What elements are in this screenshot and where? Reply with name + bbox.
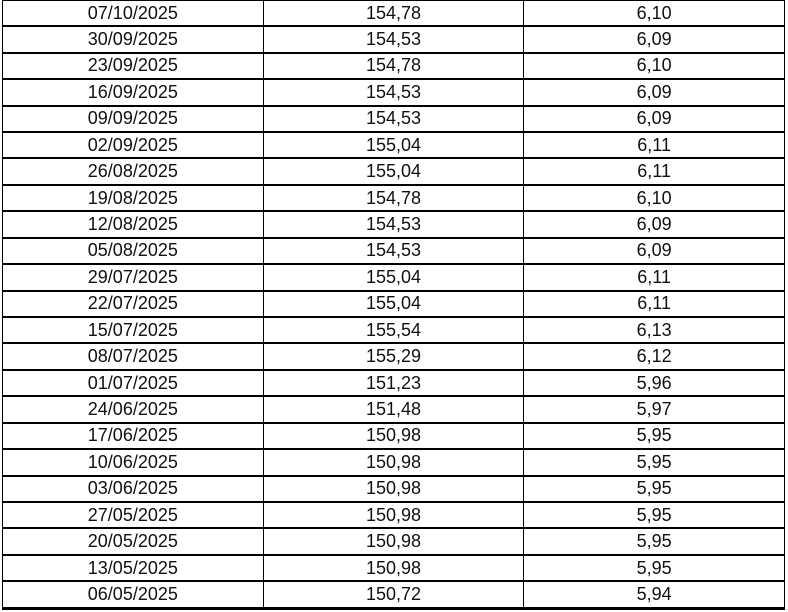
date-cell: 03/06/2025	[2, 474, 264, 503]
rate-cell: 6,11	[523, 263, 785, 292]
value-cell: 155,04	[262, 157, 525, 186]
value-cell: 151,23	[262, 368, 525, 398]
value-cell: 155,29	[262, 342, 525, 371]
rate-cell: 5,95	[523, 421, 785, 451]
value-cell: 154,53	[262, 236, 525, 266]
date-cell: 12/08/2025	[2, 210, 264, 239]
table-row: 20/05/2025 150,98 5,95	[2, 527, 785, 556]
rate-cell: 5,97	[523, 395, 785, 424]
rate-cell: 6,09	[523, 210, 785, 239]
date-cell: 13/05/2025	[2, 553, 264, 583]
rate-cell: 6,11	[523, 289, 785, 319]
date-cell: 20/05/2025	[2, 527, 264, 556]
value-cell: 150,98	[262, 500, 525, 530]
table-row: 30/09/2025 154,53 6,09	[2, 25, 785, 54]
table-row: 29/07/2025 155,04 6,11	[2, 263, 785, 292]
value-cell: 154,53	[262, 25, 525, 54]
date-cell: 30/09/2025	[2, 25, 264, 54]
rate-cell: 5,95	[523, 448, 785, 477]
table-row: 26/08/2025 155,04 6,11	[2, 157, 785, 186]
date-cell: 08/07/2025	[2, 342, 264, 371]
value-cell: 154,53	[262, 210, 525, 239]
value-cell: 155,54	[262, 315, 525, 345]
date-cell: 06/05/2025	[2, 580, 264, 611]
rate-cell: 5,94	[523, 580, 785, 611]
date-cell: 16/09/2025	[2, 78, 264, 107]
rate-cell: 6,09	[523, 104, 785, 134]
value-cell: 150,98	[262, 448, 525, 477]
date-cell: 23/09/2025	[2, 51, 264, 81]
value-cell: 154,53	[262, 104, 525, 134]
value-cell: 155,04	[262, 131, 525, 160]
rate-cell: 6,10	[523, 51, 785, 81]
value-cell: 154,78	[262, 183, 525, 213]
date-cell: 24/06/2025	[2, 395, 264, 424]
table-row: 08/07/2025 155,29 6,12	[2, 342, 785, 371]
value-cell: 151,48	[262, 395, 525, 424]
rate-cell: 5,95	[523, 474, 785, 503]
date-cell: 22/07/2025	[2, 289, 264, 319]
date-cell: 07/10/2025	[2, 0, 264, 28]
table-row: 22/07/2025 155,04 6,11	[2, 289, 785, 319]
table-row: 10/06/2025 150,98 5,95	[2, 448, 785, 477]
date-cell: 19/08/2025	[2, 183, 264, 213]
rate-cell: 5,96	[523, 368, 785, 398]
value-cell: 155,04	[262, 263, 525, 292]
table-row: 01/07/2025 151,23 5,96	[2, 368, 785, 398]
date-cell: 02/09/2025	[2, 131, 264, 160]
table-row: 23/09/2025 154,78 6,10	[2, 51, 785, 81]
table-row: 15/07/2025 155,54 6,13	[2, 315, 785, 345]
rate-cell: 5,95	[523, 527, 785, 556]
table-row: 06/05/2025 150,72 5,94	[2, 580, 785, 611]
rate-cell: 6,12	[523, 342, 785, 371]
table-row: 16/09/2025 154,53 6,09	[2, 78, 785, 107]
rate-cell: 6,09	[523, 78, 785, 107]
value-cell: 154,53	[262, 78, 525, 107]
rate-cell: 6,10	[523, 183, 785, 213]
table-row: 02/09/2025 155,04 6,11	[2, 131, 785, 160]
date-cell: 27/05/2025	[2, 500, 264, 530]
value-cell: 154,78	[262, 0, 525, 28]
date-cell: 01/07/2025	[2, 368, 264, 398]
rate-cell: 6,10	[523, 0, 785, 28]
date-cell: 10/06/2025	[2, 448, 264, 477]
rate-cell: 5,95	[523, 553, 785, 583]
table-row: 07/10/2025 154,78 6,10	[2, 0, 785, 28]
table-row: 12/08/2025 154,53 6,09	[2, 210, 785, 239]
table-row: 03/06/2025 150,98 5,95	[2, 474, 785, 503]
value-cell: 150,98	[262, 553, 525, 583]
value-cell: 150,98	[262, 527, 525, 556]
table-row: 17/06/2025 150,98 5,95	[2, 421, 785, 451]
table-row: 13/05/2025 150,98 5,95	[2, 553, 785, 583]
rate-cell: 6,11	[523, 157, 785, 186]
value-cell: 154,78	[262, 51, 525, 81]
rate-cell: 6,11	[523, 131, 785, 160]
table-row: 09/09/2025 154,53 6,09	[2, 104, 785, 134]
table-row: 27/05/2025 150,98 5,95	[2, 500, 785, 530]
rate-cell: 6,09	[523, 25, 785, 54]
date-cell: 26/08/2025	[2, 157, 264, 186]
rate-cell: 5,95	[523, 500, 785, 530]
table-row: 05/08/2025 154,53 6,09	[2, 236, 785, 266]
table-row: 24/06/2025 151,48 5,97	[2, 395, 785, 424]
value-cell: 150,98	[262, 474, 525, 503]
value-cell: 150,98	[262, 421, 525, 451]
table-row: 19/08/2025 154,78 6,10	[2, 183, 785, 213]
value-cell: 155,04	[262, 289, 525, 319]
rate-cell: 6,13	[523, 315, 785, 345]
date-cell: 29/07/2025	[2, 263, 264, 292]
date-cell: 09/09/2025	[2, 104, 264, 134]
rate-cell: 6,09	[523, 236, 785, 266]
value-cell: 150,72	[262, 580, 525, 611]
date-cell: 17/06/2025	[2, 421, 264, 451]
date-cell: 15/07/2025	[2, 315, 264, 345]
date-cell: 05/08/2025	[2, 236, 264, 266]
